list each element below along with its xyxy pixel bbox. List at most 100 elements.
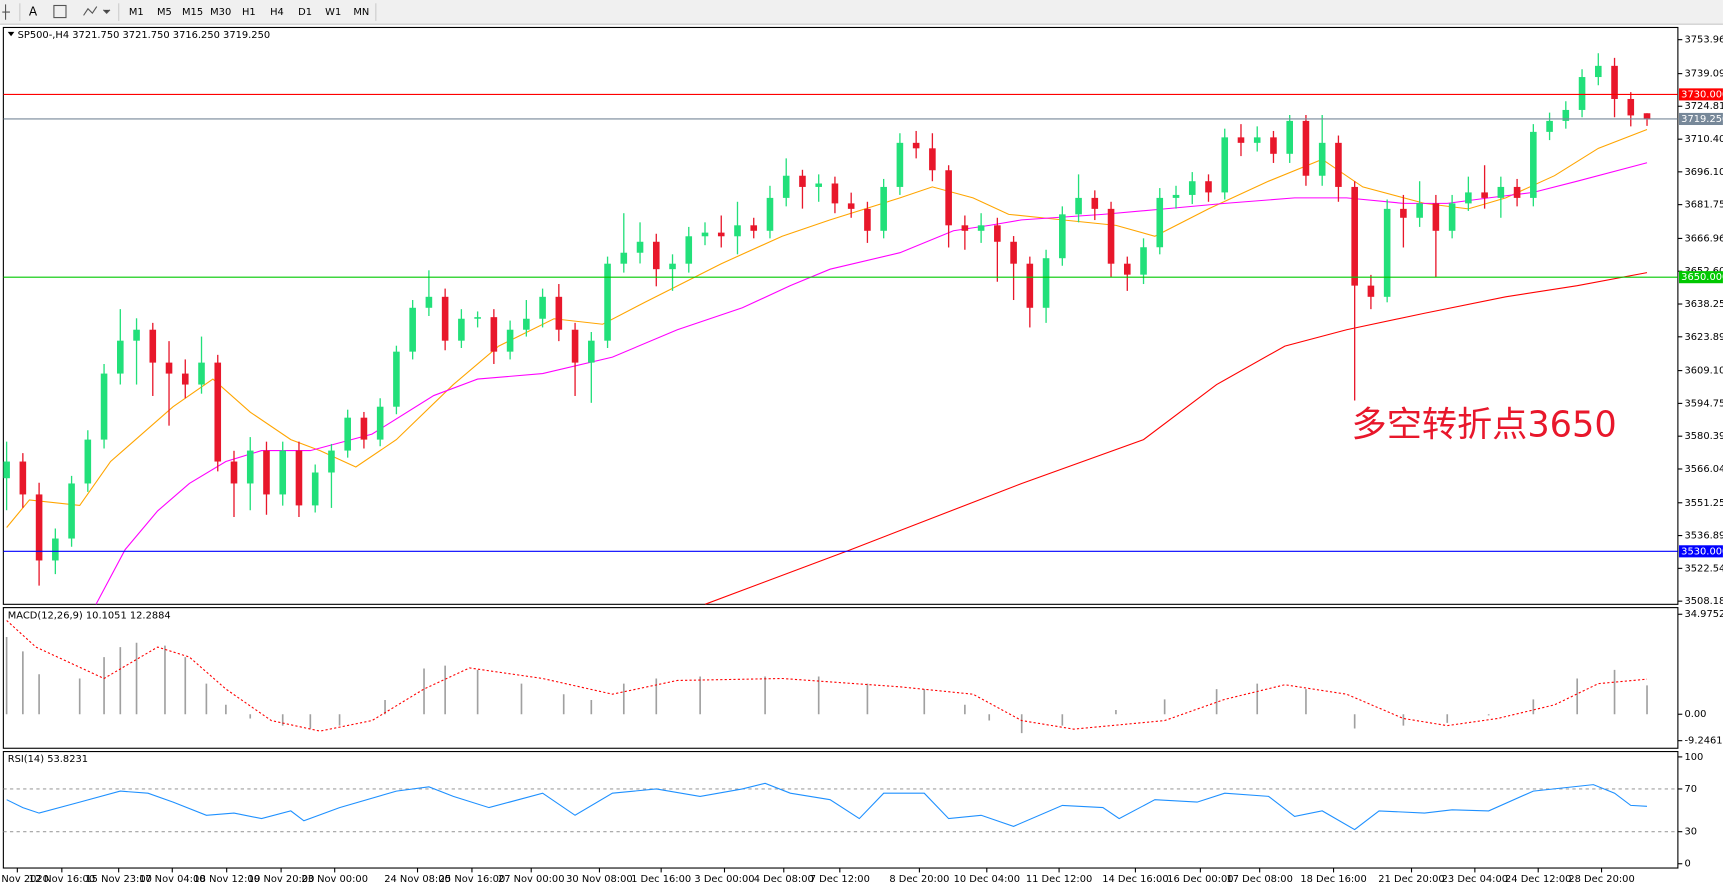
x-tick-label: 18 Nov 12:00: [193, 874, 260, 885]
x-tick-label: 11 Nov 2020: [0, 874, 49, 885]
x-tick-label: 25 Nov 16:00: [439, 874, 506, 885]
collapse-arrow[interactable]: [7, 31, 15, 37]
candle-body: [311, 472, 319, 506]
x-tick-label: 15 Nov 23:00: [85, 874, 152, 885]
axes: 3753.960 3739.095 3724.815 3710.405 3696.105…: [0, 35, 1723, 885]
candle-body: [295, 450, 303, 506]
rsi-title: RSI(14) 53.8231: [8, 754, 88, 765]
candle-body: [555, 296, 563, 330]
label-tool-icon[interactable]: [53, 4, 67, 19]
shapes-tool-icon[interactable]: [83, 6, 98, 16]
x-tick-label: 3 Dec 00:00: [694, 874, 754, 885]
x-tick-label: 4 Dec 08:00: [754, 874, 814, 885]
timeframe-button[interactable]: M30: [210, 7, 231, 18]
y-tick-label: 3696.105: [1684, 167, 1723, 178]
candle-body: [766, 197, 774, 231]
candle-body: [1530, 131, 1537, 198]
candle-body: [1205, 181, 1212, 193]
timeframe-button[interactable]: M5: [157, 7, 172, 18]
x-tick-label: 23 Dec 04:00: [1442, 874, 1508, 885]
price-pane: [2, 26, 1679, 605]
candle-body: [279, 450, 287, 495]
candle-body: [100, 373, 108, 440]
candle-body: [1335, 142, 1342, 187]
dropdown-icon[interactable]: [102, 9, 111, 14]
candle-body: [1026, 263, 1034, 308]
candle-body: [1595, 65, 1602, 78]
timeframe-button[interactable]: H4: [270, 7, 284, 18]
x-tick-label: 11 Dec 12:00: [1026, 874, 1092, 885]
candle-body: [847, 203, 855, 209]
candle-body: [1156, 197, 1164, 248]
y-tick-label: 3710.405: [1684, 134, 1723, 145]
candle-body: [945, 170, 952, 226]
timeframe-button[interactable]: W1: [325, 7, 341, 18]
timeframe-button[interactable]: M1: [129, 7, 144, 18]
candle-body: [1188, 181, 1196, 195]
candle-body: [523, 318, 530, 330]
candle-body: [1448, 203, 1456, 231]
x-tick-label: 10 Dec 04:00: [954, 874, 1020, 885]
x-tick-label: 18 Dec 16:00: [1300, 874, 1366, 885]
candle-body: [1351, 186, 1358, 286]
candle-body: [994, 225, 1001, 242]
candle-body: [1627, 98, 1635, 116]
text-tool-icon[interactable]: A: [29, 5, 38, 19]
x-tick-label: 14 Dec 16:00: [1102, 874, 1168, 885]
candle-body: [1578, 77, 1586, 110]
macd-plot: [5, 620, 1648, 734]
candle-body: [490, 317, 498, 352]
annotation: 多空转折点3650: [1352, 404, 1617, 445]
timeframe-button[interactable]: D1: [298, 7, 312, 18]
candle-body: [52, 538, 59, 561]
y-tick-label: 70: [1684, 784, 1697, 795]
price-tag-label: 3530.000: [1681, 546, 1723, 557]
candle-body: [1091, 197, 1099, 209]
toolbar: [0, 0, 1723, 25]
candle-body: [360, 417, 368, 440]
timeframe-button[interactable]: M15: [182, 7, 203, 18]
candle-body: [181, 373, 189, 385]
candle-body: [19, 461, 27, 495]
y-tick-label: 3623.895: [1684, 332, 1723, 343]
moving-average: [6, 129, 1648, 528]
candle-body: [246, 450, 254, 484]
candle-body: [344, 417, 351, 451]
candle-body: [1562, 109, 1570, 121]
y-tick-label: 3522.54: [1684, 563, 1723, 574]
price-tag: [1678, 112, 1723, 126]
candle-body: [474, 317, 481, 319]
moving-average: [704, 272, 1648, 605]
candle-body: [425, 296, 433, 308]
candle-body: [929, 148, 936, 171]
price-tag: [1678, 88, 1723, 101]
y-tick-label: 3681.75: [1684, 200, 1723, 211]
y-tick-label: 3594.75: [1684, 398, 1723, 409]
y-tick-label: 3666.960: [1684, 233, 1723, 244]
y-tick-label: 0: [1684, 859, 1690, 870]
candle-body: [636, 241, 644, 253]
price-tag: [1678, 545, 1723, 558]
y-tick-label: 34.9752: [1684, 609, 1723, 620]
candle-body: [1546, 120, 1553, 132]
candle-body: [1643, 113, 1651, 119]
candle-body: [717, 232, 725, 237]
crosshair-icon[interactable]: [2, 4, 10, 20]
candle-body: [701, 232, 709, 237]
candle-body: [652, 241, 660, 270]
candle-body: [1123, 263, 1131, 275]
candle-body: [1318, 142, 1326, 176]
timeframe-button[interactable]: MN: [353, 7, 369, 18]
candle-body: [117, 340, 124, 374]
candle-body: [441, 296, 449, 341]
y-tick-label: 3508.185: [1684, 596, 1723, 607]
y-tick-label: 3609.105: [1684, 366, 1723, 377]
candle-body: [1302, 120, 1310, 176]
x-tick-label: 17 Nov 04:00: [139, 874, 206, 885]
macd-pane: [2, 607, 1679, 749]
timeframe-button[interactable]: H1: [242, 7, 256, 18]
x-tick-label: 16 Dec 00:00: [1167, 874, 1233, 885]
candle-body: [1465, 192, 1472, 204]
price-tag: [1678, 271, 1723, 284]
